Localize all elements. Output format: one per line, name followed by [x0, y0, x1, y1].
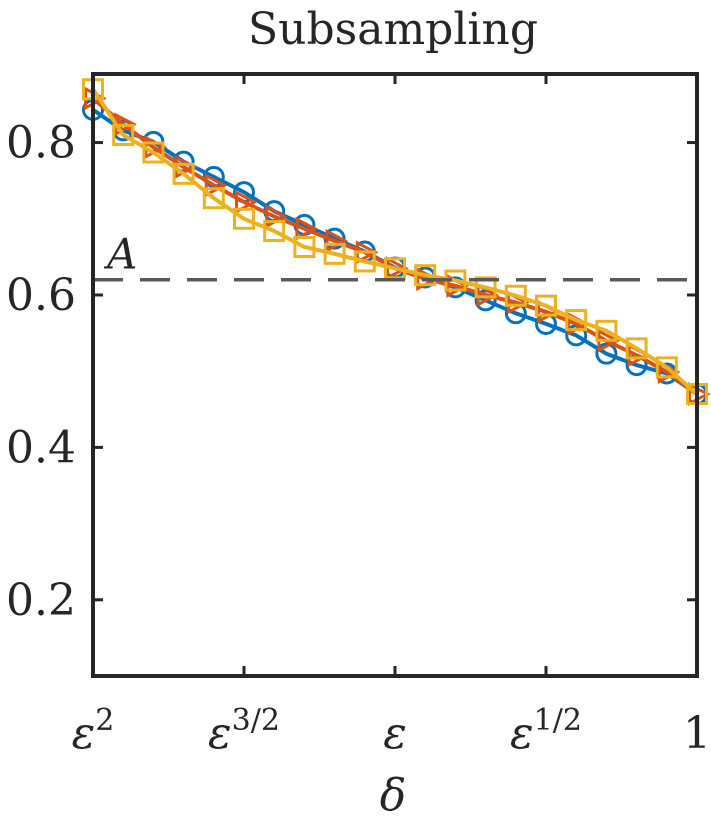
series-2-point [112, 123, 135, 146]
series-2-point [565, 309, 588, 332]
series-2-point [535, 294, 557, 317]
series-2-point [353, 250, 376, 273]
series-2-point [504, 284, 527, 307]
reference-line-label: A [103, 230, 137, 279]
x-tick-label: ε [383, 708, 407, 759]
series-2-point [202, 187, 225, 210]
series-2-point [414, 264, 437, 287]
series-0-point [595, 342, 618, 365]
y-tick-label: 0.6 [6, 270, 76, 321]
series-2-point [233, 207, 255, 230]
reference-line-layer: A [93, 230, 697, 282]
series-layer [82, 78, 711, 407]
series-2-line [91, 88, 699, 396]
series-1-line [91, 96, 699, 396]
series-2-point [263, 219, 286, 242]
series-1-point [476, 282, 500, 307]
y-tick-label: 0.2 [6, 575, 76, 626]
axes-layer: 0.2 0.4 0.6 0.8 ε2 ε3/2 ε ε1/2 1 [6, 72, 711, 759]
x-tick-label: ε3/2 [208, 703, 280, 759]
series-2-point [595, 319, 618, 342]
y-tick-label: 0.4 [6, 422, 76, 473]
chart-title: Subsampling [248, 4, 538, 55]
series-2-point [384, 257, 406, 280]
series-2-point [293, 235, 316, 258]
series-2-point [172, 162, 195, 185]
y-tick-label: 0.8 [6, 118, 76, 169]
series-1-point [295, 216, 319, 241]
series-2-point [625, 337, 648, 360]
x-tick-label: ε2 [72, 703, 115, 759]
x-axis-label: δ [380, 770, 407, 821]
x-tick-label: ε1/2 [510, 703, 582, 759]
series-2-point [655, 356, 678, 379]
series-2-point [474, 276, 497, 299]
series-1-point [235, 190, 258, 215]
series-2-point [323, 242, 346, 265]
series-2-point [142, 141, 165, 164]
x-tick-label: 1 [683, 708, 711, 759]
